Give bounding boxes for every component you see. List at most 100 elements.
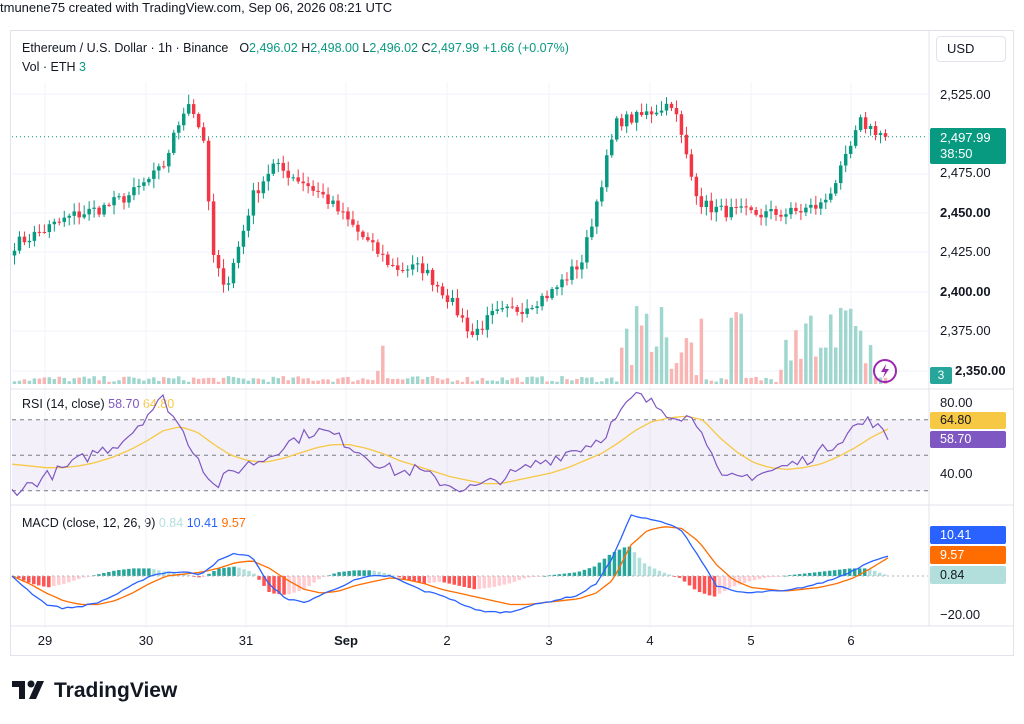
candle-body — [595, 201, 599, 227]
volume-bar — [719, 378, 724, 384]
candle-body — [739, 206, 743, 208]
macd-label[interactable]: MACD (close, 12, 26, 9) — [22, 516, 156, 530]
candle-body — [356, 224, 360, 232]
rsi-ma-line — [11, 415, 889, 485]
macd-histogram-bar — [322, 576, 326, 577]
candle-body — [400, 270, 405, 272]
candle-body — [480, 328, 485, 330]
volume-bar — [739, 313, 743, 384]
macd-histogram-bar — [477, 576, 482, 589]
candle-body — [744, 206, 748, 208]
volume-bar — [221, 377, 226, 384]
volume-bar — [649, 351, 654, 384]
macd-histogram-bar — [567, 573, 572, 576]
flash-icon[interactable] — [873, 359, 897, 383]
macd-histogram-bar — [822, 571, 827, 576]
macd-histogram-bar — [427, 576, 431, 583]
volume-bar — [112, 381, 116, 384]
candle-body — [495, 309, 500, 311]
volume-bar — [286, 380, 290, 384]
candle-body — [381, 253, 385, 255]
macd-histogram-bar — [657, 570, 662, 576]
pane-separators — [10, 30, 1014, 627]
volume-bar — [206, 377, 211, 384]
macd-histogram-bar — [447, 576, 452, 584]
volume-bar — [211, 377, 216, 384]
volume-bar — [405, 378, 410, 384]
volume-bar — [356, 380, 360, 384]
volume-bar — [694, 375, 699, 384]
volume-bar — [27, 380, 32, 384]
volume-bar — [863, 363, 868, 384]
volume-bar — [689, 342, 694, 384]
macd-histogram-bar — [172, 572, 176, 576]
rsi-label[interactable]: RSI (14, close) — [22, 397, 105, 411]
volume-bar — [580, 376, 584, 384]
volume-bar — [664, 337, 669, 384]
volume-bar — [410, 376, 415, 384]
volume-bar — [833, 347, 838, 384]
open-value: 2,496.02 — [249, 41, 298, 55]
volume-bar — [714, 381, 719, 384]
macd-histogram-bar — [647, 566, 652, 576]
volume-bar — [470, 381, 475, 384]
candle-body — [301, 181, 305, 184]
currency-button[interactable]: USD — [936, 36, 1006, 62]
chart-frame — [10, 30, 1014, 656]
candle-body — [361, 231, 365, 238]
close-label: C — [421, 41, 431, 55]
volume-bar — [226, 376, 231, 384]
candle-body — [326, 194, 330, 204]
macd-histogram-bar — [152, 569, 156, 576]
rsi-line — [11, 391, 889, 497]
price-tick: 2,425.00 — [940, 244, 991, 259]
candle-body — [77, 211, 81, 218]
volume-label[interactable]: Vol · ETH — [22, 60, 76, 74]
volume-bar — [734, 312, 738, 384]
candle-body — [614, 118, 619, 140]
volume-bar — [17, 380, 22, 384]
signal-pill: 9.57 — [930, 546, 1006, 564]
volume-bar — [147, 378, 151, 384]
macd-histogram-bar — [157, 570, 161, 576]
rsi-ma-pill: 64.80 — [930, 412, 1006, 429]
candle-body — [624, 114, 629, 127]
volume-bar — [515, 377, 519, 384]
volume-bar — [565, 379, 569, 384]
volume-bar — [12, 381, 17, 384]
candle-body — [430, 269, 435, 285]
macd-histogram-bar — [282, 576, 286, 595]
volume-bar — [137, 378, 141, 384]
open-label: O — [239, 41, 250, 55]
candle-body — [570, 266, 574, 280]
current-price-pill: 2,497.99 38:50 — [930, 128, 1006, 164]
macd-histogram-bar — [422, 576, 426, 584]
macd-histogram-bar — [827, 570, 832, 576]
volume-bar — [366, 379, 370, 384]
candle-body — [17, 236, 22, 251]
volume-bar — [475, 380, 480, 384]
macd-histogram-bar — [712, 576, 717, 597]
volume-bar — [789, 360, 793, 384]
macd-histogram-bar — [857, 568, 862, 576]
macd-histogram-bar — [372, 570, 376, 576]
macd-histogram-bar — [482, 576, 487, 589]
candle-body — [22, 236, 27, 243]
volume-bar — [784, 339, 788, 384]
candle-body — [176, 125, 181, 133]
volume-bar — [585, 377, 589, 384]
macd-histogram-bar — [57, 576, 61, 585]
volume-bar — [644, 313, 649, 384]
volume-bar — [122, 376, 126, 384]
volume-bar — [545, 381, 549, 384]
macd-histogram-bar — [347, 570, 351, 576]
volume-bar — [361, 378, 365, 384]
macd-histogram-bar — [687, 576, 692, 586]
candle-body — [415, 263, 420, 265]
candle-body — [555, 287, 559, 290]
symbol-title[interactable]: Ethereum / U.S. Dollar · 1h · Binance — [22, 41, 229, 55]
volume-bar — [62, 377, 67, 384]
volume-bar — [420, 379, 425, 384]
candle-body — [659, 110, 664, 113]
change-value: +1.66 (+0.07%) — [482, 41, 569, 55]
